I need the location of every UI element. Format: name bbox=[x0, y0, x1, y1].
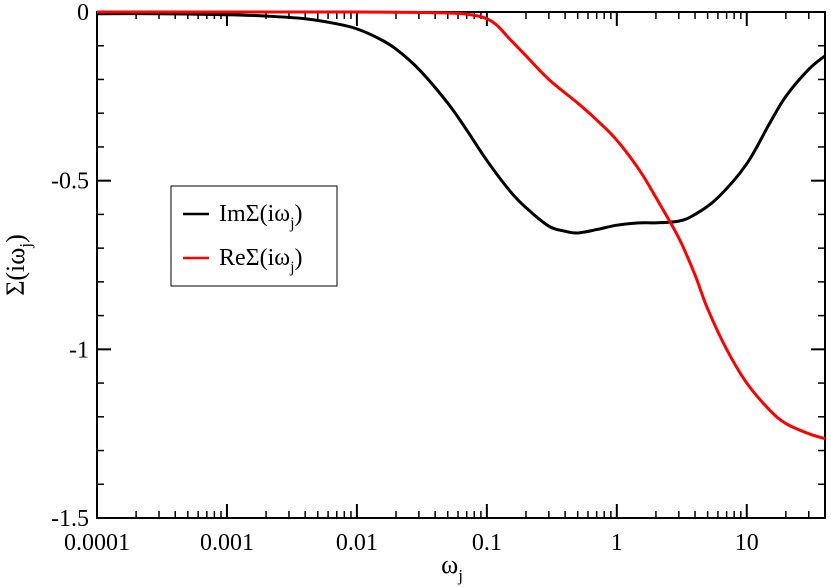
x-tick-label: 0.01 bbox=[336, 530, 378, 556]
y-tick-label: -1 bbox=[69, 337, 89, 363]
legend: ImΣ(iωj) ReΣ(iωj) bbox=[170, 185, 338, 287]
x-tick-label: 0.1 bbox=[472, 530, 502, 556]
x-axis-label: ωj bbox=[441, 550, 463, 585]
y-axis: 0 -0.5 -1 -1.5 bbox=[51, 0, 825, 532]
y-tick-label: -0.5 bbox=[51, 169, 89, 195]
legend-label-im: ImΣ(iωj) bbox=[219, 201, 303, 232]
y-tick-label: -1.5 bbox=[51, 506, 89, 532]
x-tick-label: 0.001 bbox=[200, 530, 254, 556]
series-line-re bbox=[96, 10, 826, 441]
series-line-im bbox=[96, 12, 826, 235]
x-tick-label: 1 bbox=[611, 530, 623, 556]
legend-label-re: ReΣ(iωj) bbox=[219, 245, 303, 276]
series-layer bbox=[96, 10, 826, 441]
legend-box bbox=[170, 185, 338, 287]
y-axis-label: Σ(iωj) bbox=[1, 234, 35, 296]
minor-ticks bbox=[97, 12, 825, 518]
x-tick-label: 0.0001 bbox=[64, 530, 130, 556]
x-tick-label: 10 bbox=[735, 530, 759, 556]
y-tick-label: 0 bbox=[77, 0, 89, 26]
x-axis: 0.0001 0.001 0.01 0.1 1 10 bbox=[64, 12, 759, 556]
